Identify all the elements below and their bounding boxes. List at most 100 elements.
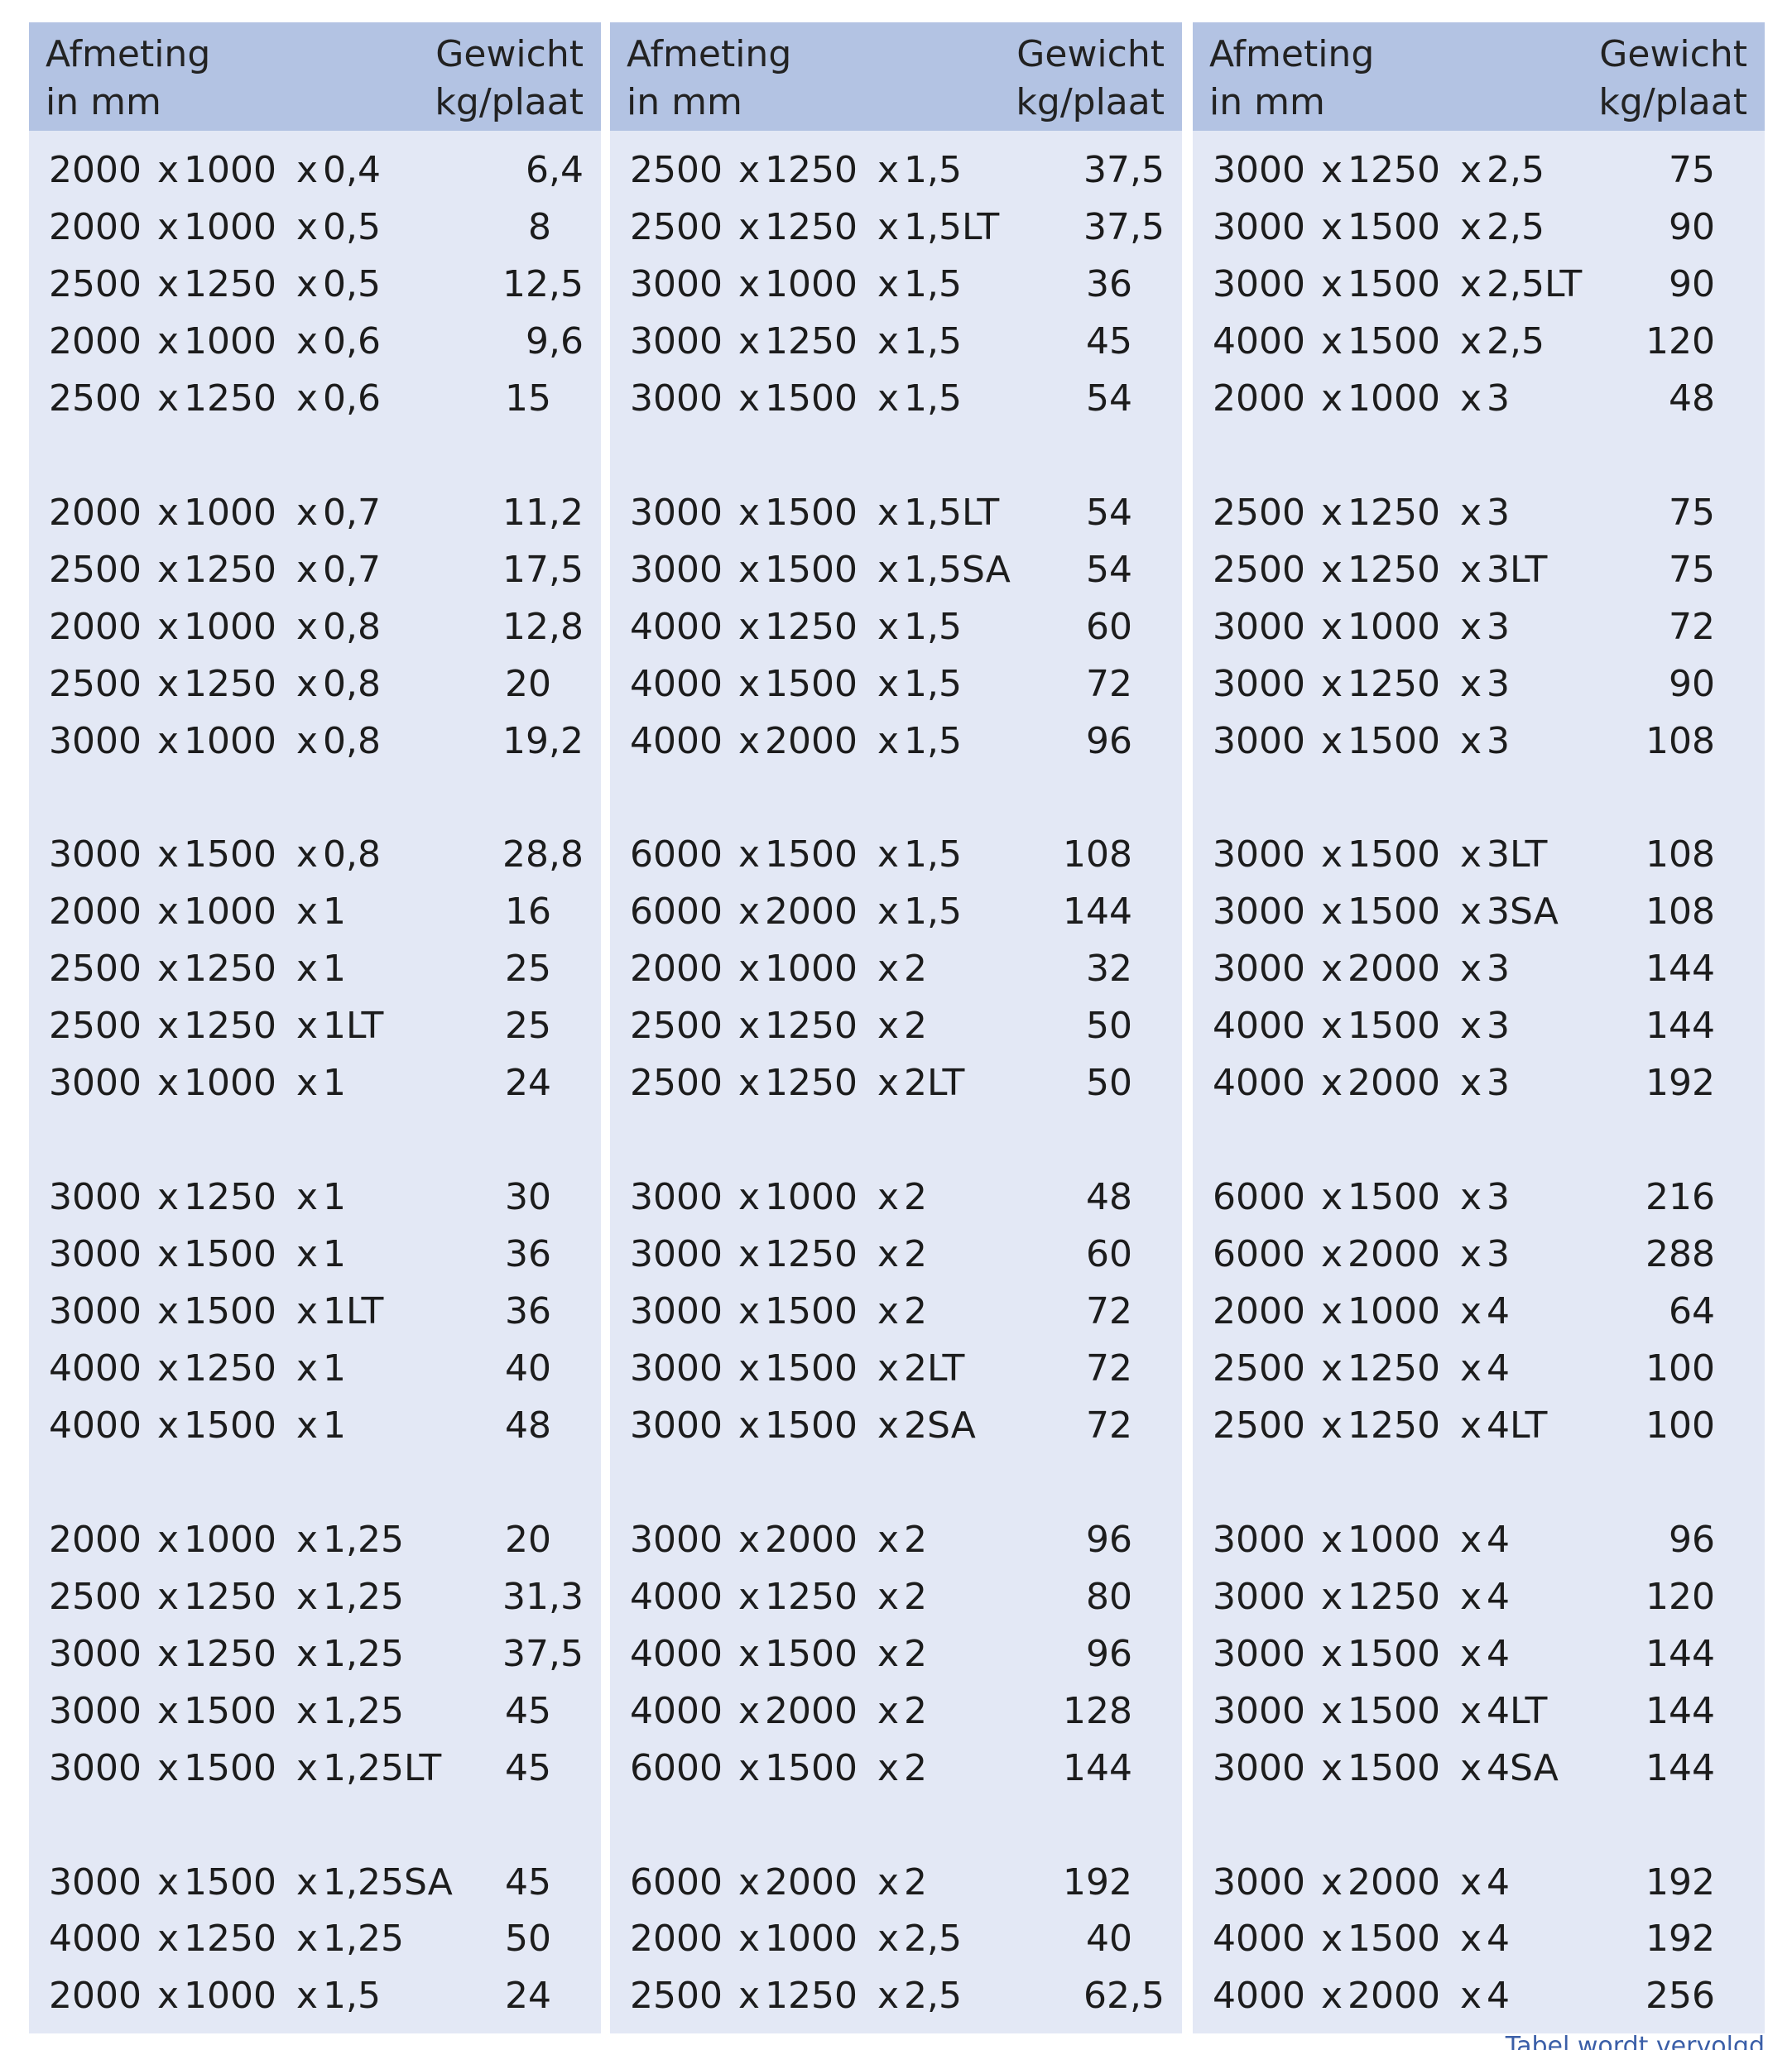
separator: x xyxy=(1460,605,1482,648)
header-weight-label: kg/plaat xyxy=(1598,81,1747,123)
plate-width: 1500 xyxy=(1348,891,1440,934)
separator: x xyxy=(738,1860,761,1904)
plate-thickness: 1,25 xyxy=(323,1689,404,1732)
plate-width: 1000 xyxy=(184,1518,276,1561)
plate-width: 1500 xyxy=(1348,1689,1440,1732)
plate-thickness: 2,5 xyxy=(1487,205,1545,248)
plate-thickness: 4 xyxy=(1487,1518,1510,1561)
plate-weight: 54 xyxy=(1086,548,1132,591)
plate-weight: 216 xyxy=(1645,1176,1715,1219)
separator: x xyxy=(1460,1860,1482,1904)
plate-width: 1500 xyxy=(184,1404,276,1447)
plate-length: 3000 xyxy=(1213,605,1305,648)
plate-width: 1500 xyxy=(765,491,858,534)
separator: x xyxy=(738,1689,761,1732)
plate-width: 1000 xyxy=(1348,605,1440,648)
plate-weight: 37,5 xyxy=(1083,205,1165,248)
plate-width: 1000 xyxy=(184,1975,276,2018)
separator: x xyxy=(877,1347,900,1390)
plate-thickness: 2 xyxy=(904,1290,927,1332)
separator: x xyxy=(738,948,761,991)
separator: x xyxy=(877,833,900,876)
plate-width: 1500 xyxy=(765,1632,858,1675)
plate-thickness: 3 xyxy=(1487,1176,1510,1219)
plate-width: 1250 xyxy=(184,1176,276,1219)
plate-width: 1250 xyxy=(184,662,276,705)
plate-width: 1500 xyxy=(765,833,858,876)
plate-length: 3000 xyxy=(630,1518,723,1561)
plate-thickness: 0,6 xyxy=(323,319,381,362)
plate-weight: 15 xyxy=(505,377,551,420)
plate-weight: 28,8 xyxy=(502,833,584,876)
plate-width: 1250 xyxy=(765,1062,858,1105)
separator: x xyxy=(296,719,319,762)
plate-thickness: 3 xyxy=(1487,948,1510,991)
plate-thickness: 4LT xyxy=(1487,1404,1548,1447)
plate-length: 4000 xyxy=(630,1689,723,1732)
plate-length: 3000 xyxy=(1213,948,1305,991)
plate-thickness: 2LT xyxy=(904,1347,965,1390)
separator: x xyxy=(1460,948,1482,991)
plate-width: 1250 xyxy=(184,1005,276,1048)
separator: x xyxy=(157,662,180,705)
plate-length: 3000 xyxy=(1213,205,1305,248)
separator: x xyxy=(157,1746,180,1789)
separator: x xyxy=(1460,1575,1482,1618)
plate-thickness: 1,5SA xyxy=(904,548,1011,591)
separator: x xyxy=(1460,1518,1482,1561)
separator: x xyxy=(877,319,900,362)
separator: x xyxy=(1321,948,1343,991)
plate-weight: 16 xyxy=(505,891,551,934)
plate-thickness: 0,4 xyxy=(323,149,381,191)
plate-length: 2000 xyxy=(630,948,723,991)
plate-length: 3000 xyxy=(49,1176,142,1219)
plate-width: 1500 xyxy=(1348,1746,1440,1789)
plate-thickness: 3 xyxy=(1487,1233,1510,1276)
separator: x xyxy=(296,149,319,191)
separator: x xyxy=(1460,1746,1482,1789)
plate-width: 1250 xyxy=(765,1975,858,2018)
column-background xyxy=(1193,22,1765,2033)
plate-weight: 192 xyxy=(1645,1062,1715,1105)
separator: x xyxy=(877,205,900,248)
separator: x xyxy=(738,319,761,362)
separator: x xyxy=(738,1918,761,1961)
separator: x xyxy=(738,1404,761,1447)
plate-width: 1250 xyxy=(184,1632,276,1675)
plate-width: 1500 xyxy=(1348,1918,1440,1961)
plate-width: 1000 xyxy=(184,205,276,248)
separator: x xyxy=(157,149,180,191)
plate-weight: 120 xyxy=(1645,1575,1715,1618)
separator: x xyxy=(1321,662,1343,705)
separator: x xyxy=(738,262,761,305)
separator: x xyxy=(1321,1005,1343,1048)
plate-length: 2500 xyxy=(630,149,723,191)
separator: x xyxy=(157,1404,180,1447)
header-size-label: Afmeting xyxy=(627,33,792,75)
plate-length: 2500 xyxy=(49,377,142,420)
plate-weight: 144 xyxy=(1063,891,1132,934)
plate-width: 2000 xyxy=(765,1689,858,1732)
plate-width: 1000 xyxy=(184,491,276,534)
plate-length: 2500 xyxy=(1213,491,1305,534)
plate-weight: 30 xyxy=(505,1176,551,1219)
separator: x xyxy=(157,1062,180,1105)
plate-length: 3000 xyxy=(1213,1746,1305,1789)
plate-width: 1500 xyxy=(765,1746,858,1789)
separator: x xyxy=(157,262,180,305)
plate-weight: 288 xyxy=(1645,1233,1715,1276)
separator: x xyxy=(738,1632,761,1675)
plate-weight: 144 xyxy=(1645,1005,1715,1048)
plate-width: 1000 xyxy=(765,262,858,305)
separator: x xyxy=(1321,205,1343,248)
separator: x xyxy=(1460,833,1482,876)
plate-length: 4000 xyxy=(630,605,723,648)
plate-weight: 8 xyxy=(528,205,551,248)
separator: x xyxy=(1321,1689,1343,1732)
plate-weight: 40 xyxy=(1086,1918,1132,1961)
header-size-label: in mm xyxy=(46,81,161,123)
separator: x xyxy=(296,319,319,362)
plate-thickness: 1,25 xyxy=(323,1632,404,1675)
plate-width: 1250 xyxy=(765,205,858,248)
